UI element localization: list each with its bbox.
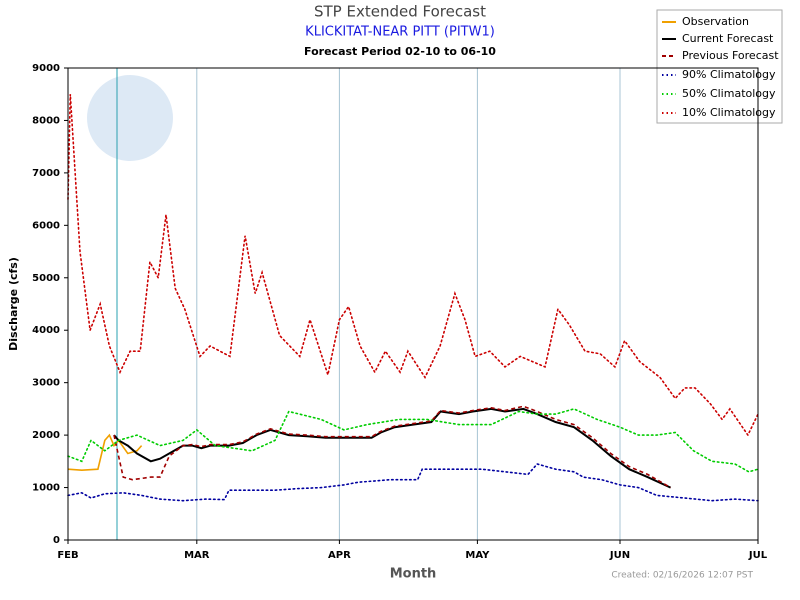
y-axis-label: Discharge (cfs) [7, 257, 20, 351]
series-line [67, 408, 759, 473]
series-line [113, 405, 671, 489]
legend-label: Current Forecast [682, 32, 774, 45]
legend-label: 50% Climatology [682, 87, 776, 100]
x-tick-label: JUN [609, 550, 630, 561]
legend-label: 10% Climatology [682, 106, 776, 119]
y-tick-label: 7000 [32, 168, 60, 179]
y-tick-label: 6000 [32, 220, 60, 231]
y-tick-label: 2000 [32, 430, 60, 441]
forecast-period: Forecast Period 02-10 to 06-10 [304, 45, 496, 58]
created-note: Created: 02/16/2026 12:07 PST [611, 571, 753, 581]
series-line [67, 463, 759, 502]
series-line [113, 407, 672, 489]
x-axis-label: Month [390, 567, 437, 582]
x-tick-label: APR [328, 550, 351, 561]
legend [656, 9, 783, 124]
y-tick-label: 8000 [32, 115, 60, 126]
y-tick-label: 3000 [32, 378, 60, 389]
x-tick-label: MAY [465, 550, 490, 561]
legend-label: Previous Forecast [682, 49, 779, 62]
plot-frame [67, 67, 759, 541]
chart-subtitle: KLICKITAT-NEAR PITT (PITW1) [305, 25, 495, 40]
y-tick-label: 4000 [32, 325, 60, 336]
x-tick-label: MAR [184, 550, 210, 561]
logo [87, 75, 173, 161]
x-tick-label: FEB [57, 550, 78, 561]
chart-title: STP Extended Forecast [314, 3, 486, 21]
y-tick-label: 0 [53, 535, 60, 546]
series-line [67, 94, 759, 437]
y-tick-label: 1000 [32, 483, 60, 494]
series-line [67, 433, 143, 472]
legend-label: Observation [682, 15, 749, 28]
x-tick-label: JUL [748, 550, 768, 561]
legend-label: 90% Climatology [682, 68, 776, 81]
y-tick-label: 9000 [32, 63, 60, 74]
y-tick-label: 5000 [32, 273, 60, 284]
